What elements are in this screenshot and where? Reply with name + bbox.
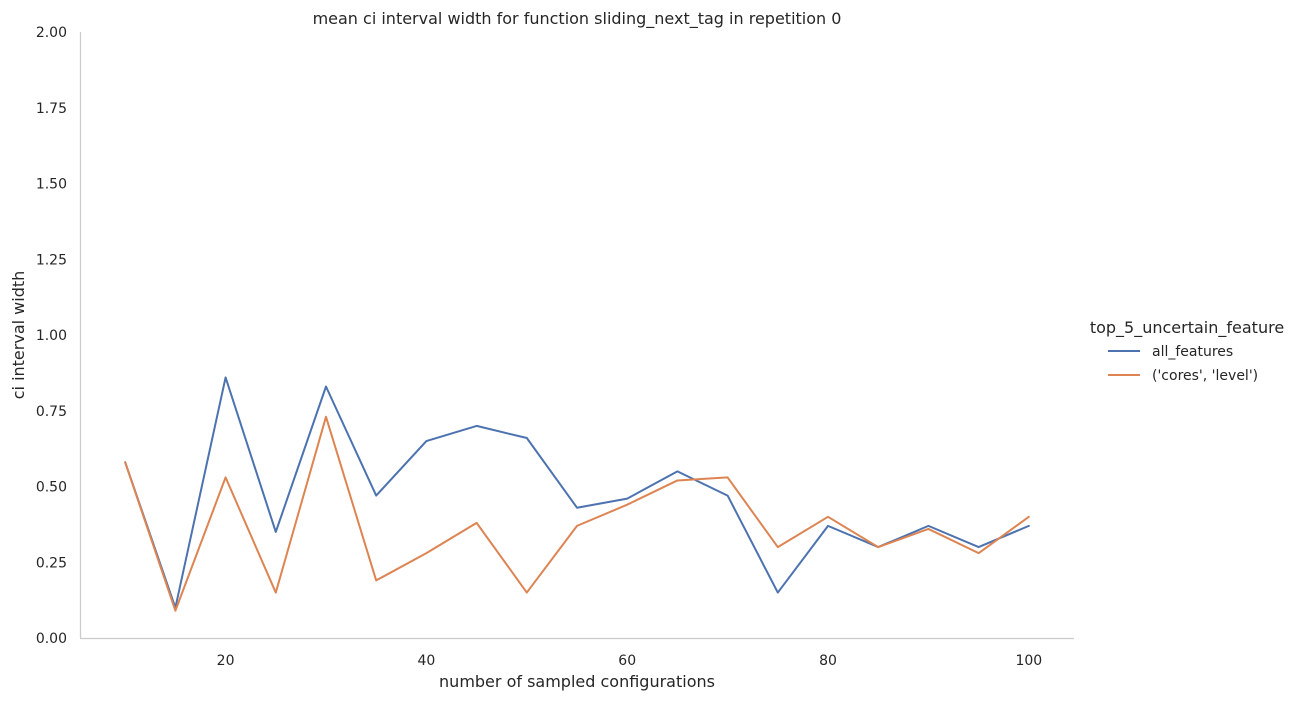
- x-tick-label: 60: [618, 653, 636, 669]
- legend-label: ('cores', 'level'): [1152, 368, 1258, 384]
- y-tick-label: 1.25: [36, 252, 67, 268]
- y-tick-label: 0.00: [36, 631, 67, 647]
- chart-title: mean ci interval width for function slid…: [313, 9, 842, 29]
- y-tick-label: 1.75: [36, 101, 67, 117]
- y-tick-label: 2.00: [36, 25, 67, 41]
- x-tick-label: 40: [417, 653, 435, 669]
- x-tick-labels: 20 40 60 80 100: [217, 653, 1043, 669]
- y-tick-labels: 0.00 0.25 0.50 0.75 1.00 1.25 1.50 1.75 2.00: [36, 25, 67, 647]
- plot-area: 0.00 0.25 0.50 0.75 1.00 1.25 1.50 1.75 2.00 20 4…: [36, 25, 1074, 669]
- x-tick-label: 100: [1015, 653, 1042, 669]
- x-axis-title: number of sampled configurations: [439, 672, 715, 691]
- legend-title: top_5_uncertain_feature: [1090, 318, 1284, 338]
- legend-items: all_features ('cores', 'level'): [1108, 344, 1258, 384]
- y-tick-label: 1.00: [36, 328, 67, 344]
- legend: top_5_uncertain_feature all_features ('co…: [1090, 318, 1284, 384]
- y-tick-label: 0.50: [36, 480, 67, 496]
- y-tick-label: 0.75: [36, 404, 67, 420]
- y-axis-title: ci interval width: [9, 271, 28, 400]
- x-tick-label: 80: [819, 653, 837, 669]
- series-line-0: [124, 376, 1030, 609]
- y-tick-label: 1.50: [36, 177, 67, 193]
- series-line-1: [124, 415, 1030, 612]
- x-tick-label: 20: [217, 653, 235, 669]
- y-tick-label: 0.25: [36, 555, 67, 571]
- series-lines: [124, 376, 1030, 612]
- legend-label: all_features: [1152, 344, 1233, 360]
